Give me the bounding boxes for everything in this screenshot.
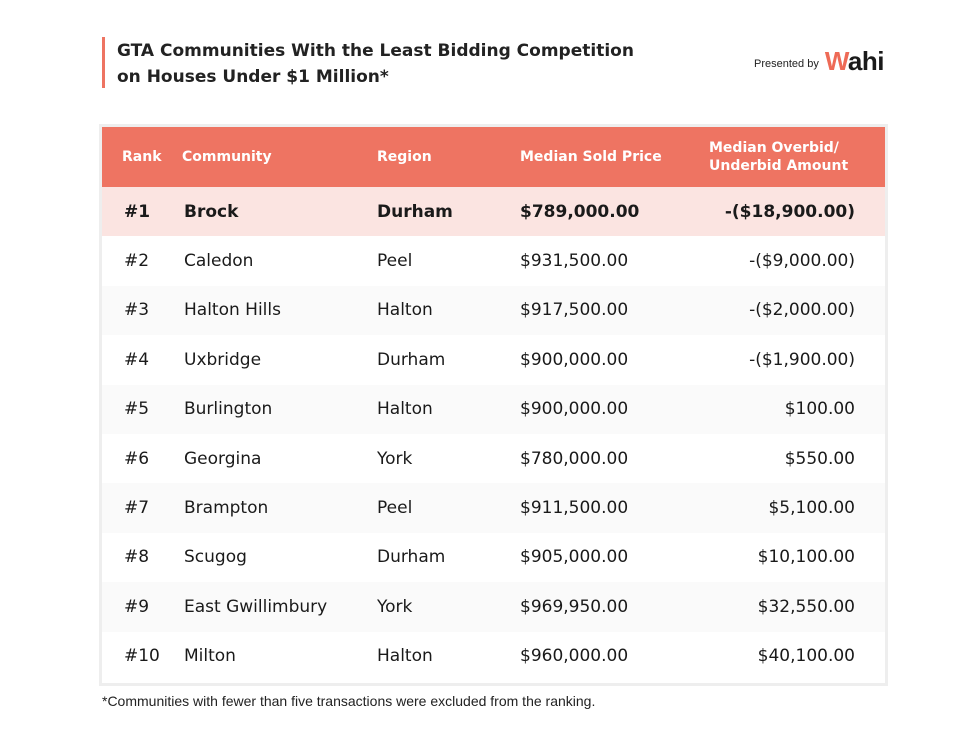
table-row: #7 Brampton Peel $911,500.00 $5,100.00 <box>102 483 885 533</box>
cell-overbid-amount: -($9,000.00) <box>749 251 855 272</box>
title-line-2: on Houses Under $1 Million* <box>117 67 389 87</box>
cell-median-sold-price: $905,000.00 <box>520 547 629 568</box>
cell-community: Milton <box>184 646 236 667</box>
cell-community: Uxbridge <box>184 349 262 370</box>
cell-region: Halton <box>377 646 433 667</box>
table-row: #9 East Gwillimbury York $969,950.00 $32,550… <box>102 582 885 632</box>
cell-median-sold-price: $900,000.00 <box>520 399 629 420</box>
cell-community: Brock <box>184 201 239 222</box>
table-row: #10 Milton Halton $960,000.00 $40,100.00 <box>102 632 885 681</box>
cell-rank: #6 <box>124 448 150 469</box>
cell-community: Scugog <box>184 547 247 568</box>
header-amount-line-2: Underbid Amount <box>709 158 849 174</box>
header-rank: Rank <box>122 149 162 165</box>
cell-overbid-amount: $40,100.00 <box>757 646 855 667</box>
header-overbid-amount: Median Overbid/ Underbid Amount <box>705 139 885 175</box>
ranking-table: Rank Community Region Median Sold Price … <box>99 124 888 686</box>
cell-region: York <box>377 448 413 469</box>
cell-region: York <box>377 596 413 617</box>
cell-community: East Gwillimbury <box>184 596 328 617</box>
cell-median-sold-price: $931,500.00 <box>520 251 629 272</box>
cell-community: Halton Hills <box>184 300 281 321</box>
cell-community: Georgina <box>184 448 262 469</box>
cell-overbid-amount: -($1,900.00) <box>749 349 855 370</box>
cell-rank: #5 <box>124 399 150 420</box>
cell-community: Burlington <box>184 399 273 420</box>
header-region: Region <box>377 149 432 165</box>
cell-region: Durham <box>377 349 446 370</box>
wahi-logo-w: W <box>824 46 849 76</box>
wahi-logo: Wahi <box>824 46 885 76</box>
wahi-logo-rest: ahi <box>847 46 885 76</box>
cell-region: Halton <box>377 300 433 321</box>
cell-rank: #10 <box>124 646 160 667</box>
cell-community: Brampton <box>184 498 269 519</box>
cell-rank: #3 <box>124 300 150 321</box>
page-title: GTA Communities With the Least Bidding C… <box>117 38 677 90</box>
cell-overbid-amount: -($2,000.00) <box>749 300 855 321</box>
cell-overbid-amount: $10,100.00 <box>757 547 855 568</box>
table-row: #1 Brock Durham $789,000.00 -($18,900.00) <box>102 187 885 237</box>
table-row: #4 Uxbridge Durham $900,000.00 -($1,900.00) <box>102 335 885 384</box>
cell-community: Caledon <box>184 251 254 272</box>
table-header: Rank Community Region Median Sold Price … <box>102 127 885 187</box>
cell-overbid-amount: -($18,900.00) <box>724 201 855 222</box>
cell-region: Halton <box>377 399 433 420</box>
header-median-sold-price: Median Sold Price <box>520 149 662 165</box>
brand-block: Presented by Wahi <box>754 48 884 74</box>
cell-median-sold-price: $911,500.00 <box>520 498 629 519</box>
cell-overbid-amount: $550.00 <box>784 448 855 469</box>
cell-overbid-amount: $32,550.00 <box>757 596 855 617</box>
presented-by-label: Presented by <box>754 58 819 70</box>
cell-rank: #9 <box>124 596 150 617</box>
table-row: #2 Caledon Peel $931,500.00 -($9,000.00) <box>102 236 885 285</box>
cell-overbid-amount: $5,100.00 <box>768 498 855 519</box>
cell-median-sold-price: $917,500.00 <box>520 300 629 321</box>
cell-region: Durham <box>377 547 446 568</box>
cell-median-sold-price: $789,000.00 <box>520 201 640 222</box>
table-row: #5 Burlington Halton $900,000.00 $100.00 <box>102 384 885 434</box>
cell-median-sold-price: $969,950.00 <box>520 596 629 617</box>
table-row: #8 Scugog Durham $905,000.00 $10,100.00 <box>102 533 885 582</box>
header-amount-line-1: Median Overbid/ <box>709 140 839 156</box>
cell-overbid-amount: $100.00 <box>784 399 855 420</box>
table-body: #1 Brock Durham $789,000.00 -($18,900.00) #2 C… <box>102 187 885 681</box>
cell-rank: #4 <box>124 349 150 370</box>
cell-median-sold-price: $960,000.00 <box>520 646 629 667</box>
cell-median-sold-price: $780,000.00 <box>520 448 629 469</box>
cell-rank: #1 <box>124 201 151 222</box>
cell-rank: #8 <box>124 547 150 568</box>
title-accent-bar <box>102 37 105 88</box>
cell-rank: #2 <box>124 251 150 272</box>
footnote: *Communities with fewer than five transa… <box>102 693 596 709</box>
cell-region: Peel <box>377 498 413 519</box>
table-row: #3 Halton Hills Halton $917,500.00 -($2,000.… <box>102 285 885 336</box>
cell-region: Peel <box>377 251 413 272</box>
table-row: #6 Georgina York $780,000.00 $550.00 <box>102 434 885 483</box>
header-community: Community <box>182 149 272 165</box>
cell-median-sold-price: $900,000.00 <box>520 349 629 370</box>
cell-rank: #7 <box>124 498 150 519</box>
title-line-1: GTA Communities With the Least Bidding C… <box>117 41 634 61</box>
cell-region: Durham <box>377 201 453 222</box>
